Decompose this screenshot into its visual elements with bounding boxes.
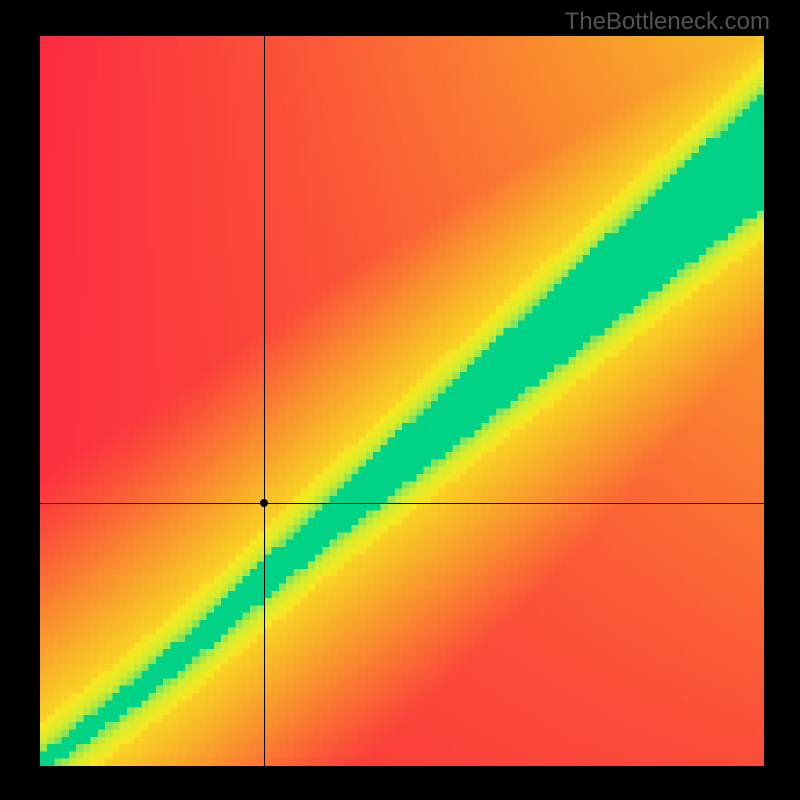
watermark-text: TheBottleneck.com [565,8,770,36]
crosshair-marker [260,499,268,507]
chart-frame: TheBottleneck.com [0,0,800,800]
crosshair-vertical [264,36,265,766]
crosshair-horizontal [40,503,764,504]
bottleneck-heatmap [40,36,764,766]
